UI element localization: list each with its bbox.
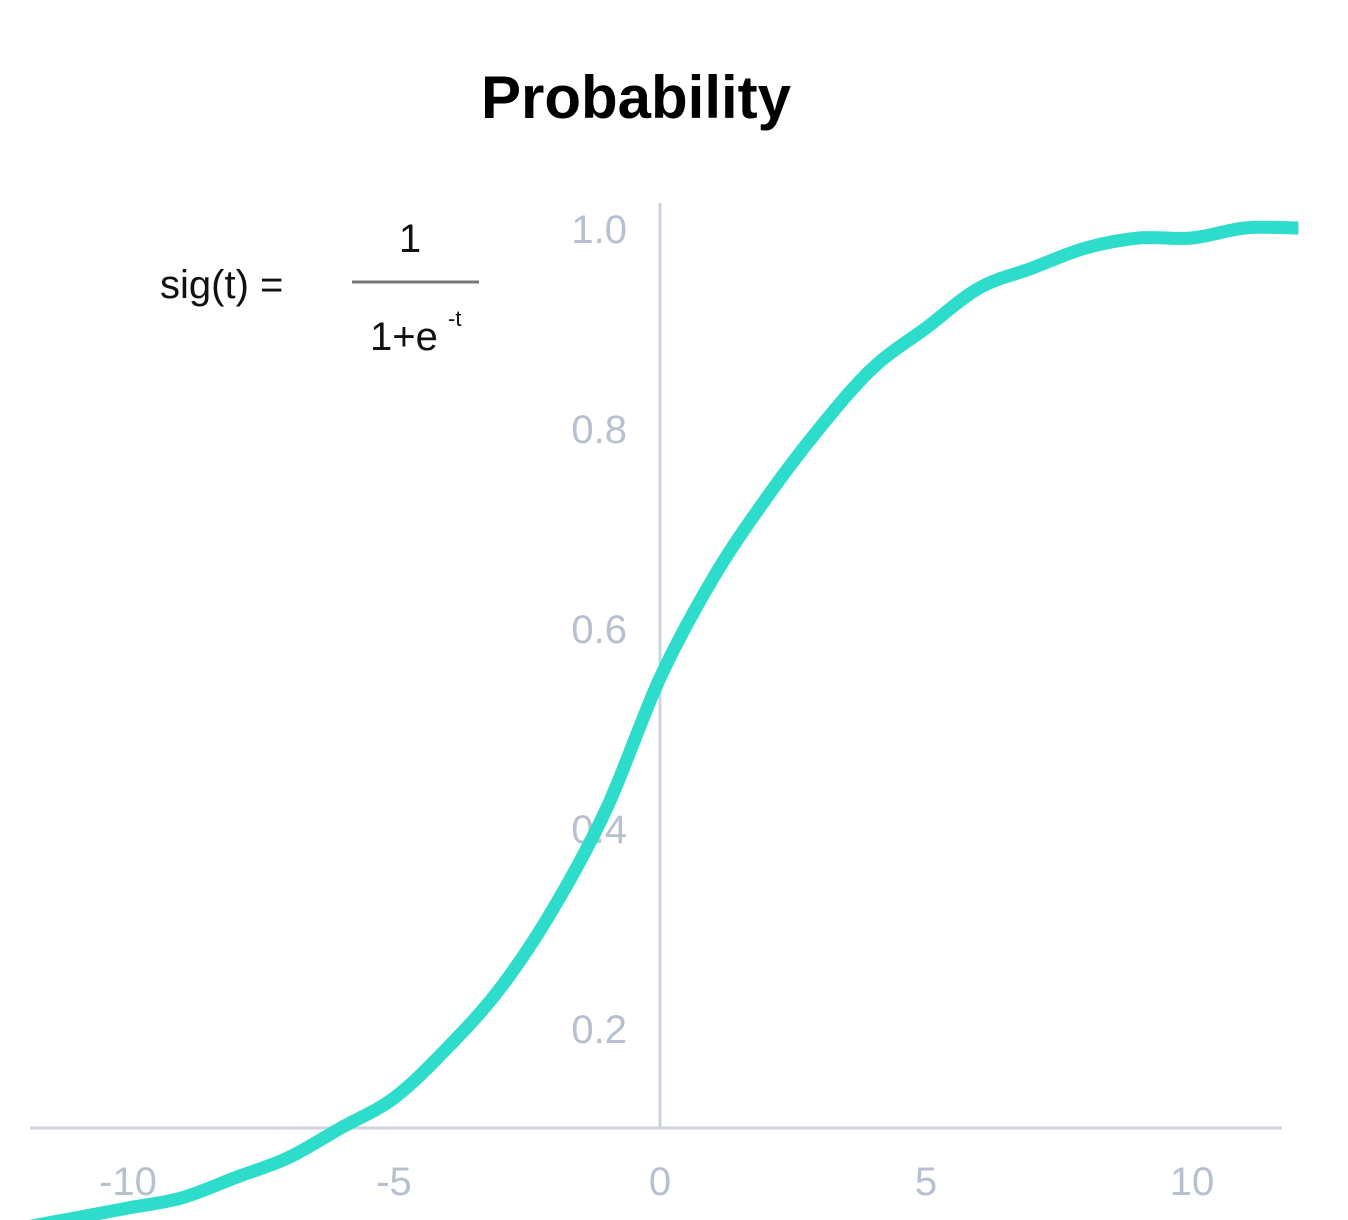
sigmoid-formula: sig(t) = 1 1+e -t bbox=[160, 217, 479, 359]
x-tick-label: -10 bbox=[99, 1160, 157, 1204]
formula-exponent: -t bbox=[448, 306, 461, 331]
formula-numerator: 1 bbox=[399, 217, 421, 261]
x-tick-label: -5 bbox=[376, 1160, 412, 1204]
chart-title: Probability bbox=[481, 64, 792, 131]
y-tick-label: 1.0 bbox=[571, 208, 627, 252]
x-tick-label: 5 bbox=[915, 1160, 937, 1204]
y-tick-label: 0.8 bbox=[571, 408, 627, 452]
x-tick-label: 0 bbox=[649, 1160, 671, 1204]
sigmoid-curve bbox=[28, 220, 1299, 1220]
y-tick-label: 0.6 bbox=[571, 608, 627, 652]
y-tick-labels: 0.20.40.60.81.0 bbox=[571, 208, 627, 1052]
axes bbox=[30, 203, 1282, 1130]
formula-denominator: 1+e bbox=[370, 315, 438, 359]
x-tick-label: 10 bbox=[1170, 1160, 1215, 1204]
y-tick-label: 0.2 bbox=[571, 1008, 627, 1052]
formula-lhs: sig(t) = bbox=[160, 263, 283, 307]
x-tick-labels: -10 -5 0 5 10 bbox=[99, 1160, 1214, 1204]
series-layer bbox=[28, 220, 1299, 1220]
